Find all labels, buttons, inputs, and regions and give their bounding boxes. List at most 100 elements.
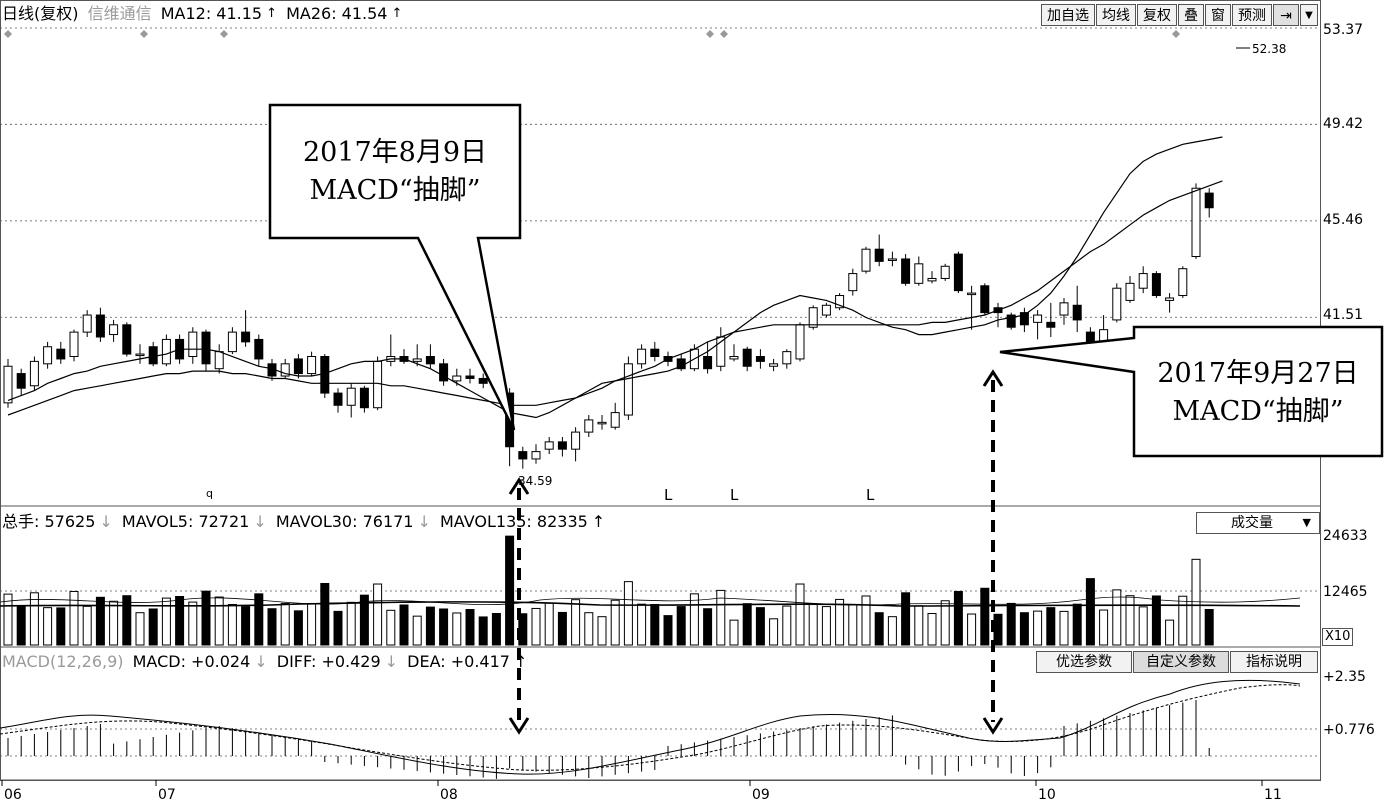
signal-marker: L: [664, 486, 673, 504]
candle-bull: [1125, 282, 1135, 301]
pin-right-icon[interactable]: ⇥: [1273, 4, 1299, 26]
candle-bull: [135, 353, 145, 357]
candle-bull: [835, 295, 845, 309]
window-button[interactable]: 窗: [1205, 4, 1231, 26]
candle-bear: [16, 373, 26, 389]
candle-bear: [465, 375, 475, 379]
volume-bar: [716, 589, 726, 646]
candle-bear: [478, 377, 488, 384]
dea-value: DEA: +0.417: [407, 652, 510, 671]
volume-bar: [293, 610, 303, 646]
indicator-select-label: 成交量: [1231, 515, 1273, 531]
volume-bar: [676, 606, 686, 646]
diff-arrow-icon: ↓: [384, 652, 399, 671]
volume-bar: [465, 609, 475, 646]
candle-bull: [623, 363, 633, 416]
candle-bull: [1191, 187, 1201, 258]
candle-bull: [597, 421, 607, 425]
candle-bear: [980, 285, 990, 314]
candle-bear: [241, 331, 251, 343]
x-tick-label: 11: [1264, 787, 1282, 802]
candle-bull: [412, 358, 422, 362]
candle-bull: [584, 419, 594, 433]
volume-bars: [0, 535, 1301, 646]
candle-bear: [901, 258, 911, 284]
diamond-marker-icon: [1172, 30, 1180, 38]
volume-bar: [254, 593, 264, 646]
candle-bull: [43, 346, 53, 365]
volume-bar: [16, 605, 26, 646]
callout-aug-9: 2017年8月9日 MACD“抽脚”: [270, 134, 520, 210]
candle-bull: [821, 304, 831, 316]
volume-total-arrow-icon: ↓: [99, 512, 113, 531]
volume-bar: [848, 604, 858, 646]
volume-bar: [148, 608, 158, 646]
volume-bar: [307, 603, 317, 646]
caret-down-icon[interactable]: ▼: [1300, 4, 1318, 26]
axis-tick-label: +0.776: [1323, 722, 1375, 738]
candle-bull: [82, 314, 92, 333]
candle-bull: [1033, 314, 1043, 323]
diamond-marker-icon: [220, 30, 228, 38]
ma-line-ma26: [7, 180, 1223, 416]
tab-custom-params[interactable]: 自定义参数: [1133, 651, 1229, 673]
volume-bar: [610, 599, 620, 646]
candle-bear: [703, 356, 713, 370]
candle-bull: [214, 351, 224, 370]
volume-bar: [82, 605, 92, 646]
ma-lines-button[interactable]: 均线: [1096, 4, 1136, 26]
volume-bar: [1072, 603, 1082, 646]
indicator-select[interactable]: 成交量 ▼: [1196, 512, 1320, 534]
candle-bear: [1204, 192, 1214, 209]
candle-bear: [518, 451, 528, 460]
volume-bar: [373, 583, 383, 646]
candle-bull: [452, 375, 462, 382]
candle-bull: [782, 351, 792, 365]
volume-bar: [267, 608, 277, 646]
adjust-button[interactable]: 复权: [1137, 4, 1177, 26]
volume-bar: [531, 607, 541, 646]
volume-bar: [1033, 610, 1043, 646]
volume-bar: [359, 594, 369, 646]
ma12-value: MA12: 41.15: [160, 4, 263, 23]
mavol135-arrow-icon: ↑: [591, 512, 606, 531]
volume-bar: [703, 608, 713, 646]
add-watchlist-button[interactable]: 加自选: [1041, 4, 1095, 26]
candle-bull: [940, 265, 950, 279]
callout-sep-27-date: 2017年9月27日: [1157, 358, 1359, 389]
diamond-marker-icon: [4, 30, 12, 38]
axis-tick-label: 49.42: [1323, 116, 1363, 132]
arrow-down-icon: [982, 717, 1004, 735]
candle-bear: [1151, 273, 1161, 297]
volume-bar: [967, 613, 977, 646]
volume-bar: [3, 593, 13, 646]
volume-bar: [1085, 578, 1095, 646]
stock-name: 信维通信: [87, 4, 152, 23]
chart-marks: 52.38 34.59 q L L L: [206, 42, 1286, 504]
diamond-marker-icon: [140, 30, 148, 38]
tab-preferred-params[interactable]: 优选参数: [1036, 651, 1132, 673]
tab-indicator-help[interactable]: 指标说明: [1230, 651, 1318, 673]
volume-bar: [1191, 558, 1201, 646]
arrow-down-icon: [508, 717, 530, 735]
candle-bull: [571, 431, 581, 450]
volume-bar: [755, 607, 765, 646]
candle-bull: [373, 360, 383, 409]
volume-bar: [56, 607, 66, 646]
volume-bar: [861, 595, 871, 646]
volume-bar: [729, 619, 739, 646]
volume-bar: [135, 612, 145, 646]
mavol30-arrow-icon: ↓: [417, 512, 431, 531]
volume-bar: [175, 596, 185, 646]
volume-bar: [227, 603, 237, 646]
candle-bear: [333, 392, 343, 406]
axis-tick-label: 12465: [1323, 584, 1368, 600]
candle-bear: [425, 356, 435, 365]
overlay-button[interactable]: 叠: [1178, 4, 1204, 26]
candle-bear: [1046, 321, 1056, 328]
candle-bull: [280, 363, 290, 377]
x-tick-label: 07: [158, 787, 176, 802]
volume-bar: [1046, 607, 1056, 646]
volume-bar: [914, 605, 924, 646]
forecast-button[interactable]: 预测: [1232, 4, 1272, 26]
